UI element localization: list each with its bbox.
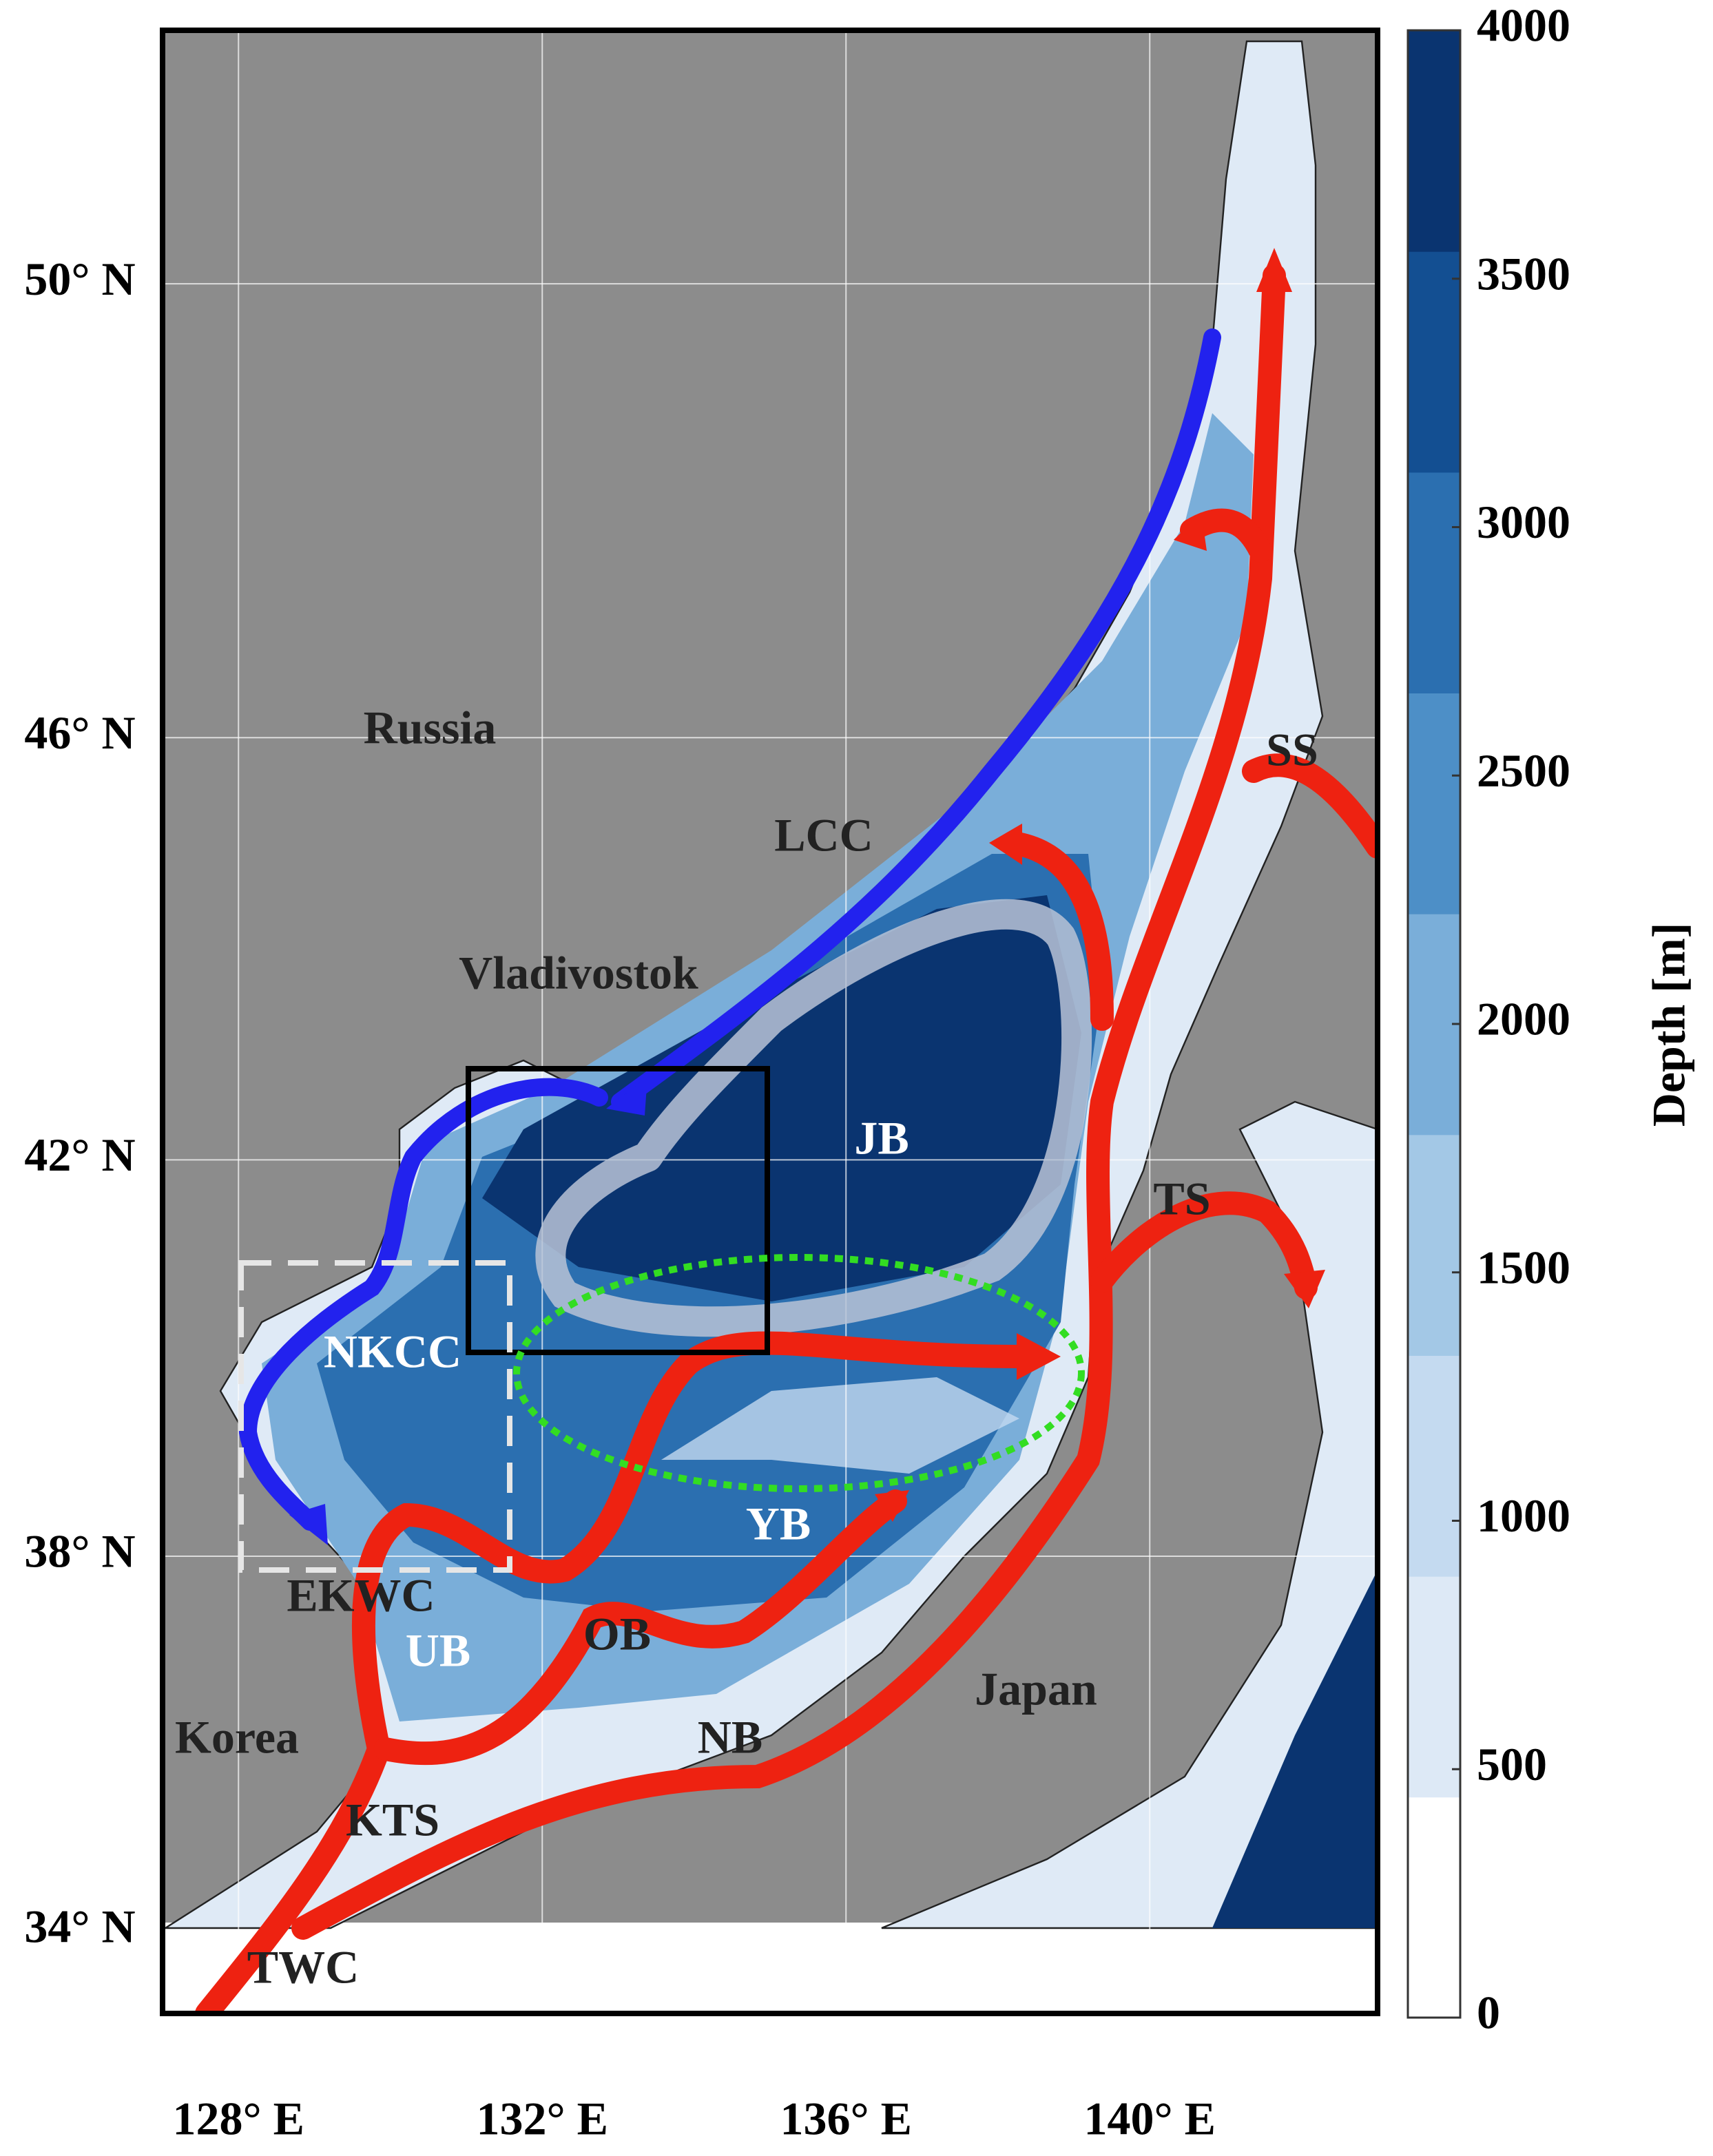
axes: 128° E 132° E 136° E 140° E 34° N 38° N 42° N 4… xyxy=(24,253,1216,2145)
arrow-heads xyxy=(875,248,1325,1522)
feature-label: KTS xyxy=(346,1794,439,1846)
feature-label: NB xyxy=(698,1711,762,1763)
y-tick-label: 42° N xyxy=(24,1129,135,1181)
colorbar-level xyxy=(1408,1134,1460,1356)
arrow-head xyxy=(1256,248,1292,292)
nkcc-current xyxy=(238,1078,608,1531)
warm-currents xyxy=(195,264,1378,2013)
x-tick-label: 128° E xyxy=(172,2093,304,2145)
limited-circulation xyxy=(535,899,1092,1337)
japan-basin xyxy=(482,895,1081,1301)
colorbar-label: Depth [m] xyxy=(1643,923,1695,1127)
colorbar-tick-label: 0 xyxy=(1477,1987,1500,2039)
colorbar-tick-label: 3000 xyxy=(1477,496,1570,548)
ts-branch xyxy=(1090,1191,1318,1299)
feature-label: LCC xyxy=(774,809,873,861)
ss-branch xyxy=(1242,753,1378,859)
green-ellipse xyxy=(513,1254,1085,1492)
place-label: Vladivostok xyxy=(459,947,698,999)
y-tick-label: 34° N xyxy=(24,1901,135,1953)
arrow-head xyxy=(875,1490,909,1522)
arrow-head xyxy=(1174,512,1207,551)
yamato-rise xyxy=(661,1377,1019,1474)
colorbar-tick-label: 4000 xyxy=(1477,0,1570,52)
dashed-box xyxy=(238,1260,512,1573)
nb-branch xyxy=(291,264,1286,1940)
pacific-deep xyxy=(1212,1570,1378,1928)
colorbar-tick-label: 1000 xyxy=(1477,1489,1570,1542)
feature-label: EKWC xyxy=(287,1569,435,1622)
y-tick-label: 38° N xyxy=(24,1525,135,1578)
study-box xyxy=(466,1066,770,1355)
map-frame xyxy=(160,28,1380,2016)
arrow-head xyxy=(1017,1333,1061,1380)
feature-label: NKCC xyxy=(324,1326,461,1378)
feature-label: UB xyxy=(406,1624,470,1677)
feature-label: OB xyxy=(583,1608,651,1660)
colorbar-level xyxy=(1408,30,1460,252)
place-label: Russia xyxy=(364,702,497,754)
place-label: Korea xyxy=(175,1711,299,1763)
arrow-head xyxy=(1284,1270,1325,1308)
colorbar-tick-label: 2000 xyxy=(1477,993,1570,1045)
x-tick-label: 136° E xyxy=(780,2093,912,2145)
colorbar-level xyxy=(1408,1355,1460,1577)
no-data xyxy=(163,1923,1378,2013)
arrow-head xyxy=(289,1504,328,1545)
place-label: Japan xyxy=(975,1663,1097,1715)
ekwc-branch xyxy=(374,1489,907,1766)
colorbar: 0 500 1000 1500 2000 2500 3000 3500 4000 xyxy=(1408,0,1570,2039)
feature-label: JB xyxy=(854,1112,909,1164)
colorbar-level xyxy=(1408,693,1460,914)
colorbar-level xyxy=(1408,1576,1460,1798)
twc-branch xyxy=(195,1331,1031,2013)
colorbar-tick-label: 2500 xyxy=(1477,744,1570,797)
arrow-head xyxy=(606,1077,647,1116)
y-tick-label: 50° N xyxy=(24,253,135,305)
colorbar-level xyxy=(1408,472,1460,693)
colorbar-tick-label: 3500 xyxy=(1477,247,1570,300)
map-body: Russia Vladivostok Korea Japan LCC JB NK… xyxy=(163,30,1378,2013)
colorbar-tick-label: 500 xyxy=(1477,1738,1547,1790)
colorbar-level xyxy=(1408,913,1460,1135)
colorbar-tick-label: 1500 xyxy=(1477,1241,1570,1293)
colorbar-frame xyxy=(1406,29,1462,2019)
feature-label: TWC xyxy=(247,1941,359,1993)
feature-label: SS xyxy=(1266,724,1318,776)
feature-label: YB xyxy=(746,1498,811,1550)
colorbar-level xyxy=(1408,1797,1460,2018)
y-tick-label: 46° N xyxy=(24,707,135,759)
x-tick-label: 132° E xyxy=(476,2093,608,2145)
feature-label: TS xyxy=(1153,1173,1210,1225)
x-tick-label: 140° E xyxy=(1083,2093,1216,2145)
colorbar-level xyxy=(1408,251,1460,473)
arrow-head xyxy=(989,824,1022,865)
lcc-current xyxy=(611,328,1221,1111)
return-branch xyxy=(1001,831,1114,1031)
